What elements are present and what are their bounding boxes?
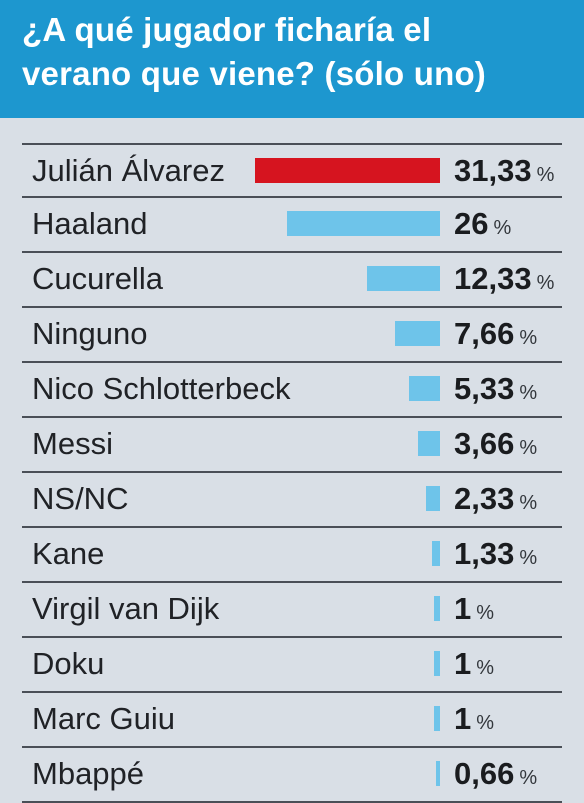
value-label: 31,33% xyxy=(454,153,554,189)
value-label: 1,33% xyxy=(454,536,537,572)
chart-row: Doku 1% xyxy=(22,638,562,693)
value-label: 7,66% xyxy=(454,316,537,352)
bar xyxy=(426,486,440,511)
percent-sign: % xyxy=(519,437,538,459)
bar xyxy=(408,376,440,401)
category-label: Nico Schlotterbeck xyxy=(32,371,291,406)
bar xyxy=(434,706,440,731)
value-number: 26 xyxy=(454,206,489,241)
value-label: 3,66% xyxy=(454,426,537,462)
chart-title: ¿A qué jugador ficharía el verano que vi… xyxy=(22,11,486,92)
chart-row: Ninguno 7,66% xyxy=(22,308,562,363)
value-label: 1% xyxy=(454,591,494,627)
category-label: Marc Guiu xyxy=(32,701,175,736)
value-number: 1 xyxy=(454,591,472,626)
category-label: NS/NC xyxy=(32,481,129,516)
chart-row: Mbappé 0,66% xyxy=(22,748,562,803)
chart-row: Julián Álvarez 31,33% xyxy=(22,143,562,198)
percent-sign: % xyxy=(536,164,555,186)
header-banner: ¿A qué jugador ficharía el verano que vi… xyxy=(0,0,584,118)
category-label: Julián Álvarez xyxy=(32,153,225,188)
chart-row: Kane 1,33% xyxy=(22,528,562,583)
chart-row: Messi 3,66% xyxy=(22,418,562,473)
chart-row: Haaland 26% xyxy=(22,198,562,253)
value-number: 3,66 xyxy=(454,426,515,461)
value-label: 5,33% xyxy=(454,371,537,407)
value-label: 1% xyxy=(454,701,494,737)
value-label: 2,33% xyxy=(454,481,537,517)
bar xyxy=(367,266,440,291)
category-label: Cucurella xyxy=(32,261,163,296)
bar xyxy=(255,158,440,183)
percent-sign: % xyxy=(476,712,495,734)
bar xyxy=(286,211,440,236)
category-label: Ninguno xyxy=(32,316,148,351)
value-label: 26% xyxy=(454,206,511,242)
percent-sign: % xyxy=(476,602,495,624)
value-number: 31,33 xyxy=(454,153,532,188)
poll-chart: Julián Álvarez 31,33% Haaland 26% Cucurella 1… xyxy=(0,118,584,803)
bar xyxy=(394,321,440,346)
value-number: 12,33 xyxy=(454,261,532,296)
value-label: 12,33% xyxy=(454,261,554,297)
chart-row: Marc Guiu 1% xyxy=(22,693,562,748)
value-number: 1 xyxy=(454,701,472,736)
percent-sign: % xyxy=(519,492,538,514)
category-label: Messi xyxy=(32,426,113,461)
percent-sign: % xyxy=(519,767,538,789)
bar xyxy=(434,596,440,621)
value-number: 2,33 xyxy=(454,481,515,516)
percent-sign: % xyxy=(519,547,538,569)
percent-sign: % xyxy=(476,657,495,679)
value-number: 7,66 xyxy=(454,316,515,351)
value-number: 1 xyxy=(454,646,472,681)
category-label: Haaland xyxy=(32,206,148,241)
percent-sign: % xyxy=(519,382,538,404)
chart-row: Cucurella 12,33% xyxy=(22,253,562,308)
category-label: Kane xyxy=(32,536,105,571)
category-label: Mbappé xyxy=(32,756,145,791)
value-number: 0,66 xyxy=(454,756,515,791)
value-number: 1,33 xyxy=(454,536,515,571)
percent-sign: % xyxy=(519,327,538,349)
bar xyxy=(432,541,440,566)
chart-row: Nico Schlotterbeck 5,33% xyxy=(22,363,562,418)
category-label: Doku xyxy=(32,646,105,681)
value-label: 0,66% xyxy=(454,756,537,792)
bar xyxy=(434,651,440,676)
bar xyxy=(418,431,440,456)
value-number: 5,33 xyxy=(454,371,515,406)
chart-row: NS/NC 2,33% xyxy=(22,473,562,528)
percent-sign: % xyxy=(536,272,555,294)
percent-sign: % xyxy=(493,217,512,239)
category-label: Virgil van Dijk xyxy=(32,591,220,626)
chart-row: Virgil van Dijk 1% xyxy=(22,583,562,638)
bar xyxy=(436,761,440,786)
value-label: 1% xyxy=(454,646,494,682)
